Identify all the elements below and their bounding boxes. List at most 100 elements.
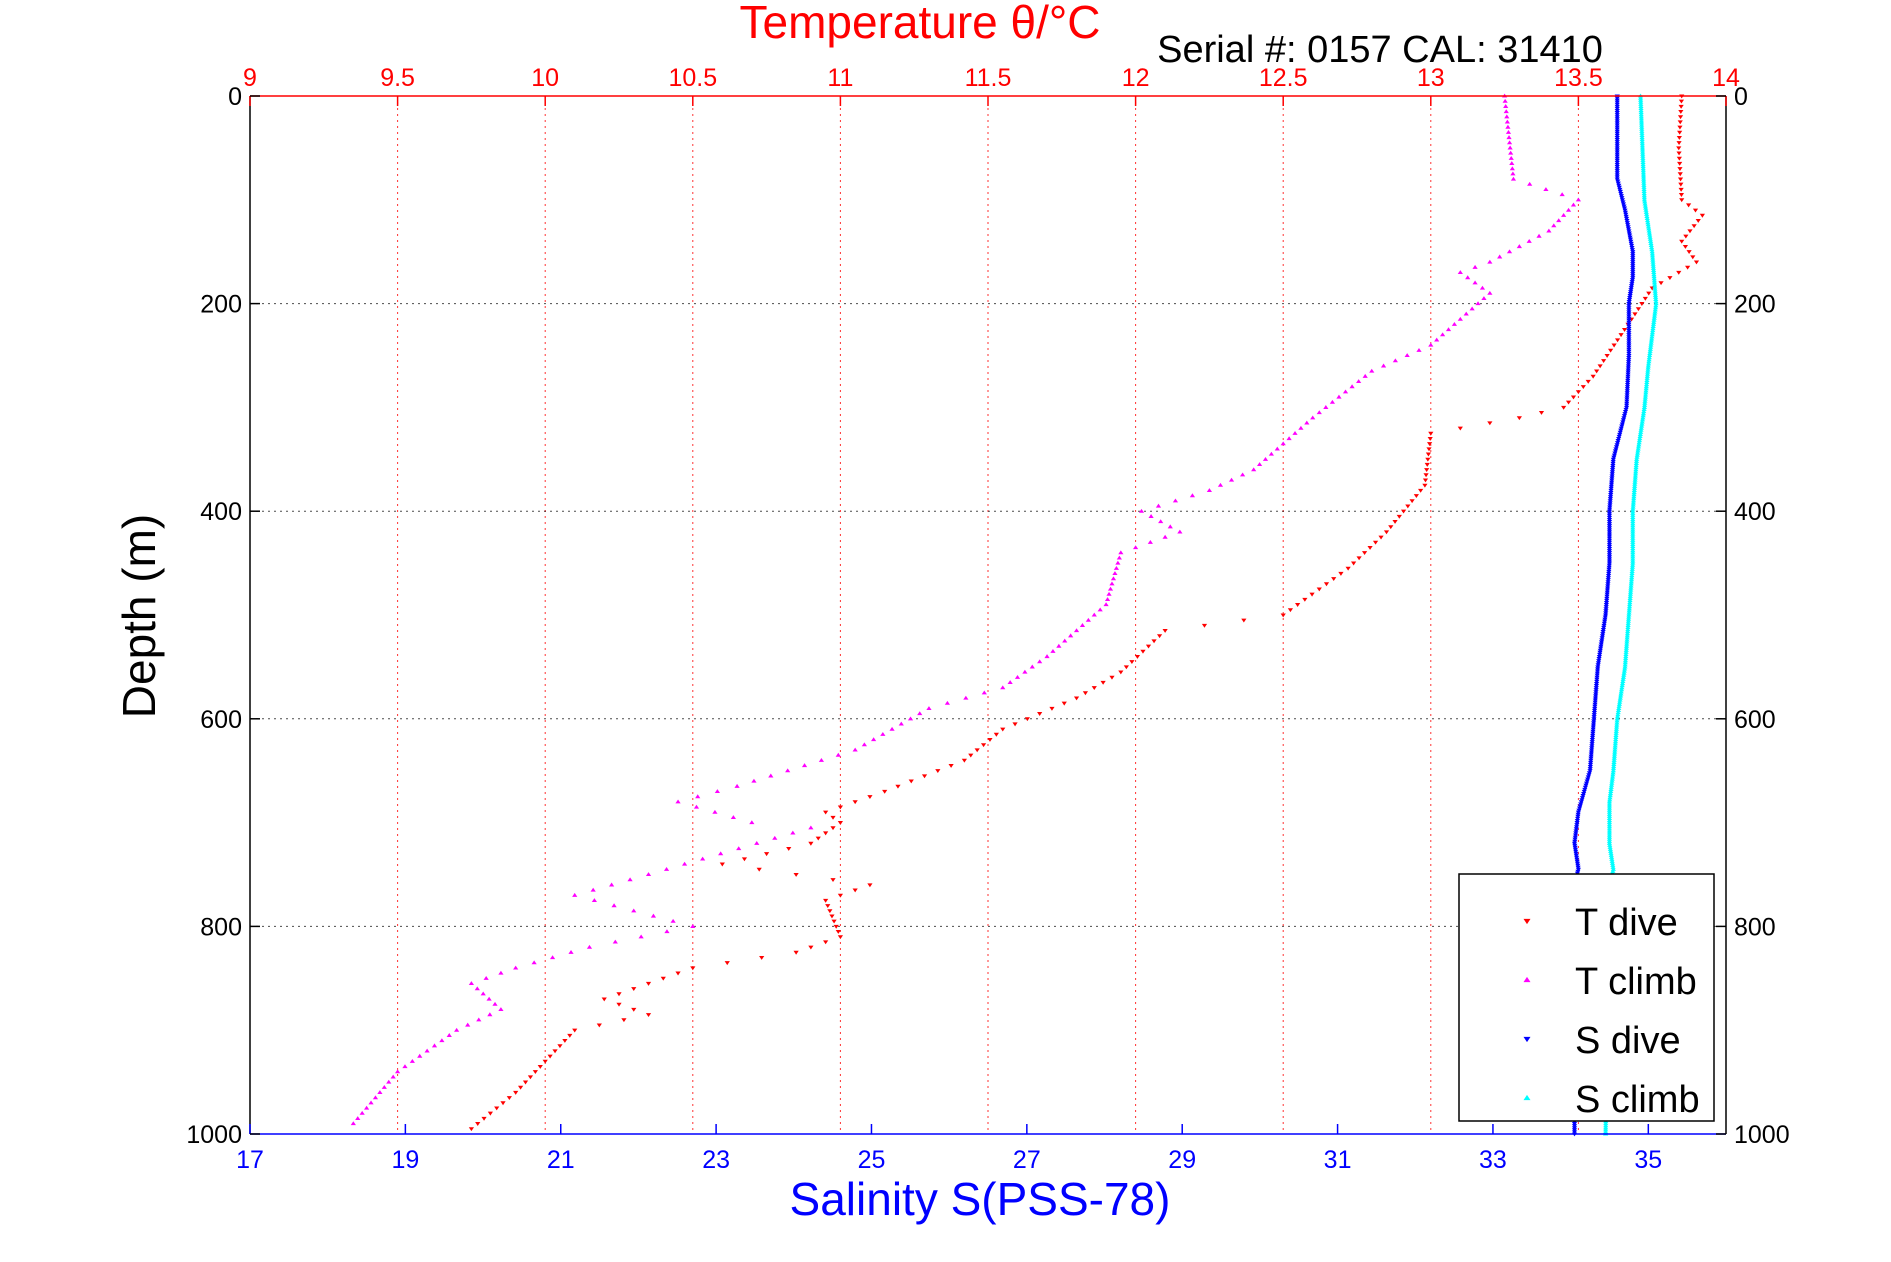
data-point bbox=[1274, 446, 1280, 451]
data-point bbox=[1649, 330, 1656, 335]
salinity-tick-label: 21 bbox=[547, 1146, 575, 1174]
data-point bbox=[1565, 400, 1572, 405]
data-point bbox=[1428, 342, 1434, 347]
data-point bbox=[1383, 530, 1390, 535]
data-point bbox=[1649, 336, 1655, 341]
data-point bbox=[1631, 486, 1638, 490]
data-point bbox=[1585, 379, 1591, 384]
data-point bbox=[1606, 805, 1613, 810]
data-point bbox=[1073, 696, 1080, 701]
data-point bbox=[1645, 224, 1652, 229]
data-point bbox=[1650, 328, 1656, 333]
data-point bbox=[1623, 656, 1629, 661]
data-point bbox=[1109, 675, 1115, 680]
data-point bbox=[1056, 643, 1062, 648]
data-point bbox=[1639, 419, 1645, 424]
data-point bbox=[1604, 592, 1610, 597]
data-point bbox=[1323, 405, 1329, 409]
data-point bbox=[880, 732, 886, 736]
data-point bbox=[1615, 179, 1621, 184]
data-point bbox=[1624, 635, 1630, 640]
data-point bbox=[1609, 480, 1615, 485]
data-point bbox=[1606, 536, 1613, 541]
data-point bbox=[1573, 831, 1579, 836]
data-point bbox=[1606, 528, 1613, 533]
data-point bbox=[1600, 627, 1607, 632]
data-point bbox=[1647, 232, 1653, 237]
data-point bbox=[1079, 623, 1086, 627]
data-point bbox=[1620, 202, 1627, 207]
data-point bbox=[823, 831, 829, 836]
data-point bbox=[1624, 395, 1630, 400]
data-point bbox=[1614, 156, 1620, 161]
data-point bbox=[1000, 685, 1006, 690]
data-point bbox=[1635, 448, 1641, 453]
data-point bbox=[591, 898, 597, 903]
data-point bbox=[1678, 193, 1685, 197]
data-point bbox=[1676, 135, 1682, 140]
data-point bbox=[1603, 600, 1610, 605]
data-point bbox=[1652, 311, 1658, 316]
data-point bbox=[1634, 452, 1640, 457]
data-point bbox=[1628, 581, 1634, 586]
data-point bbox=[1626, 300, 1632, 304]
data-point bbox=[1613, 733, 1619, 737]
data-point bbox=[714, 789, 720, 794]
data-point bbox=[1630, 529, 1636, 534]
legend-marker-s-climb bbox=[1523, 1094, 1531, 1101]
data-point bbox=[829, 914, 835, 919]
legend-label-t-climb: T climb bbox=[1575, 961, 1697, 1003]
data-point bbox=[1614, 714, 1621, 719]
data-point bbox=[1418, 488, 1424, 493]
data-point bbox=[1592, 706, 1598, 711]
data-point bbox=[1699, 213, 1705, 218]
data-point bbox=[645, 1013, 652, 1017]
data-point bbox=[1649, 247, 1655, 252]
data-point bbox=[1614, 133, 1620, 138]
data-point bbox=[1624, 389, 1630, 394]
data-point bbox=[596, 1023, 602, 1028]
data-point bbox=[1630, 274, 1636, 278]
salinity-tick-label: 17 bbox=[236, 1146, 264, 1174]
data-point bbox=[1612, 747, 1618, 752]
data-point bbox=[475, 1122, 481, 1126]
data-point bbox=[1604, 353, 1610, 358]
data-point bbox=[1618, 693, 1624, 698]
data-point bbox=[1505, 124, 1511, 129]
data-point bbox=[1630, 276, 1636, 280]
data-point bbox=[1650, 322, 1657, 326]
data-point bbox=[1622, 662, 1628, 667]
data-point bbox=[1649, 253, 1656, 258]
data-point bbox=[1228, 477, 1235, 482]
data-point bbox=[1595, 661, 1602, 666]
data-point bbox=[1621, 327, 1628, 332]
data-point bbox=[1626, 322, 1632, 327]
data-point bbox=[1628, 583, 1634, 588]
data-point bbox=[1601, 359, 1607, 364]
data-point bbox=[1623, 645, 1630, 650]
data-point bbox=[1509, 166, 1515, 171]
data-point bbox=[1574, 857, 1580, 862]
data-point bbox=[1646, 359, 1652, 364]
data-point bbox=[830, 815, 836, 820]
data-point bbox=[1597, 364, 1603, 369]
data-point bbox=[1630, 506, 1636, 511]
data-point bbox=[1614, 111, 1620, 115]
data-point bbox=[1362, 373, 1368, 378]
data-point bbox=[1605, 573, 1612, 578]
data-point bbox=[1572, 837, 1578, 842]
data-point bbox=[1615, 708, 1622, 713]
data-point bbox=[1644, 378, 1650, 382]
data-point bbox=[1610, 457, 1616, 462]
data-point bbox=[1623, 650, 1629, 654]
data-point bbox=[1626, 353, 1632, 358]
data-point bbox=[1630, 533, 1636, 538]
data-point bbox=[1133, 545, 1139, 550]
data-point bbox=[1591, 711, 1598, 715]
data-point bbox=[1304, 420, 1310, 425]
data-point bbox=[1378, 535, 1384, 540]
data-point bbox=[1575, 863, 1581, 868]
data-point bbox=[1628, 587, 1634, 592]
data-point bbox=[1609, 780, 1615, 785]
data-point bbox=[1614, 98, 1620, 103]
